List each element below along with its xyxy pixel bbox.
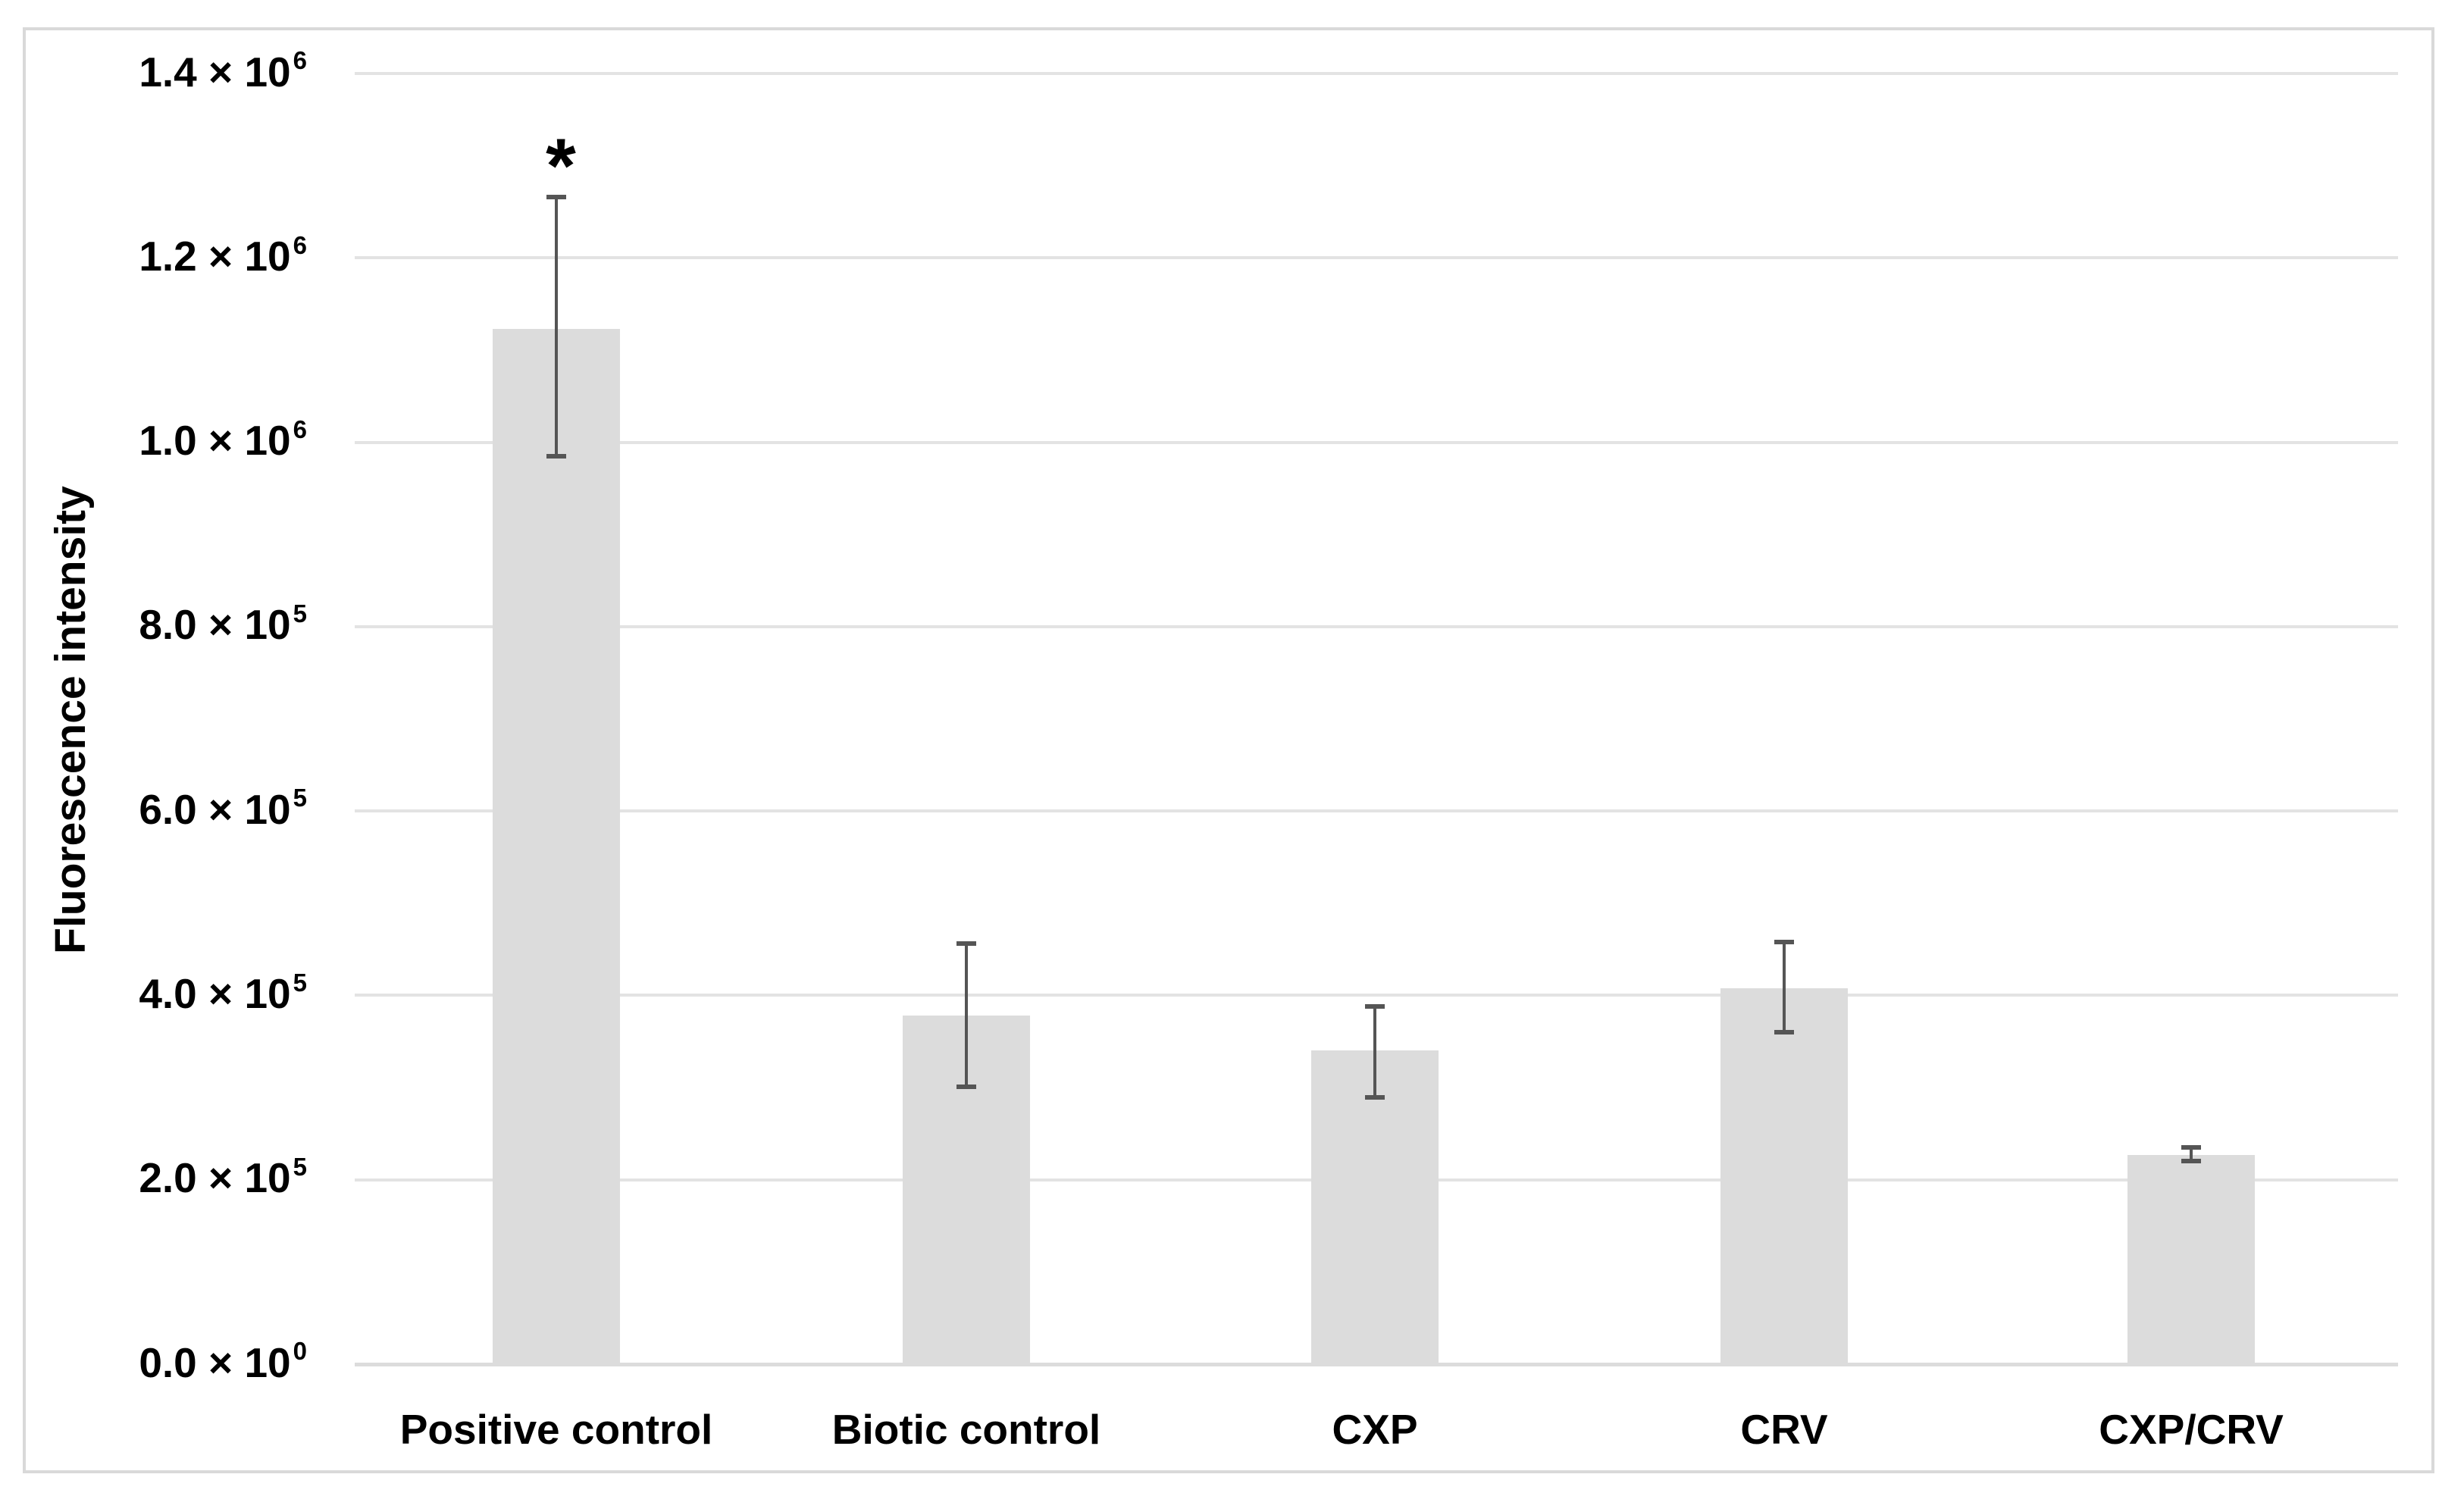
y-tick-text: 0.0 × 10 [139, 1338, 291, 1386]
y-tick-exponent: 0 [293, 1337, 307, 1366]
y-tick-label: 0.0 × 10 0 [91, 1336, 307, 1389]
error-bar-top-cap [1774, 939, 1794, 944]
y-tick-label: 8.0 × 10 5 [91, 599, 307, 652]
y-tick-exponent: 5 [293, 784, 307, 812]
error-bar-line [1373, 1006, 1376, 1098]
gridline [355, 72, 2398, 75]
error-bar-bottom-cap [2181, 1159, 2201, 1164]
y-tick-exponent: 6 [293, 415, 307, 443]
error-bar-top-cap [1365, 1004, 1385, 1009]
y-tick-label: 1.0 × 10 6 [91, 415, 307, 468]
y-tick-label: 1.2 × 10 6 [91, 230, 307, 283]
bar [2127, 1154, 2255, 1364]
y-tick-text: 8.0 × 10 [139, 601, 291, 649]
x-category-label: CXP [1332, 1406, 1418, 1453]
error-bar-line [1783, 941, 1786, 1033]
y-tick-text: 1.2 × 10 [139, 232, 291, 280]
y-tick-exponent: 5 [293, 1153, 307, 1182]
x-category-label: CRV [1740, 1406, 1828, 1453]
y-tick-text: 6.0 × 10 [139, 785, 291, 833]
x-axis-baseline [355, 1363, 2398, 1366]
y-tick-exponent: 6 [293, 230, 307, 259]
y-tick-text: 1.0 × 10 [139, 417, 291, 465]
y-tick-exponent: 6 [293, 46, 307, 75]
gridline [355, 809, 2398, 813]
error-bar-bottom-cap [1365, 1095, 1385, 1100]
x-category-label: CXP/CRV [2099, 1406, 2284, 1453]
error-bar-line [555, 197, 558, 456]
bar [1720, 988, 1848, 1364]
error-bar-bottom-cap [1774, 1030, 1794, 1035]
x-category-label: Positive control [399, 1406, 713, 1453]
y-tick-label: 6.0 × 10 5 [91, 783, 307, 836]
significance-asterisk: * [546, 123, 576, 209]
error-bar-bottom-cap [546, 453, 566, 459]
y-tick-label: 1.4 × 10 6 [91, 45, 307, 99]
error-bar-top-cap [956, 941, 976, 947]
chart-border [23, 27, 2434, 1473]
y-axis-title: Fluorescence intensity [46, 486, 95, 954]
error-bar-top-cap [2181, 1145, 2201, 1150]
y-tick-text: 4.0 × 10 [139, 969, 291, 1017]
y-tick-label: 4.0 × 10 5 [91, 967, 307, 1020]
error-bar-line [965, 944, 968, 1087]
error-bar-top-cap [546, 195, 566, 199]
x-category-label: Biotic control [831, 1406, 1101, 1453]
y-tick-label: 2.0 × 10 5 [91, 1152, 307, 1205]
gridline [355, 256, 2398, 260]
error-bar-bottom-cap [956, 1084, 976, 1089]
error-bar-line [2190, 1147, 2193, 1162]
bar [493, 328, 620, 1364]
gridline [355, 994, 2398, 997]
gridline [355, 440, 2398, 444]
y-tick-text: 1.4 × 10 [139, 48, 291, 95]
y-tick-text: 2.0 × 10 [139, 1154, 291, 1202]
y-tick-exponent: 5 [293, 599, 307, 628]
bar [1311, 1050, 1439, 1364]
gridline [355, 624, 2398, 628]
y-tick-exponent: 5 [293, 968, 307, 997]
